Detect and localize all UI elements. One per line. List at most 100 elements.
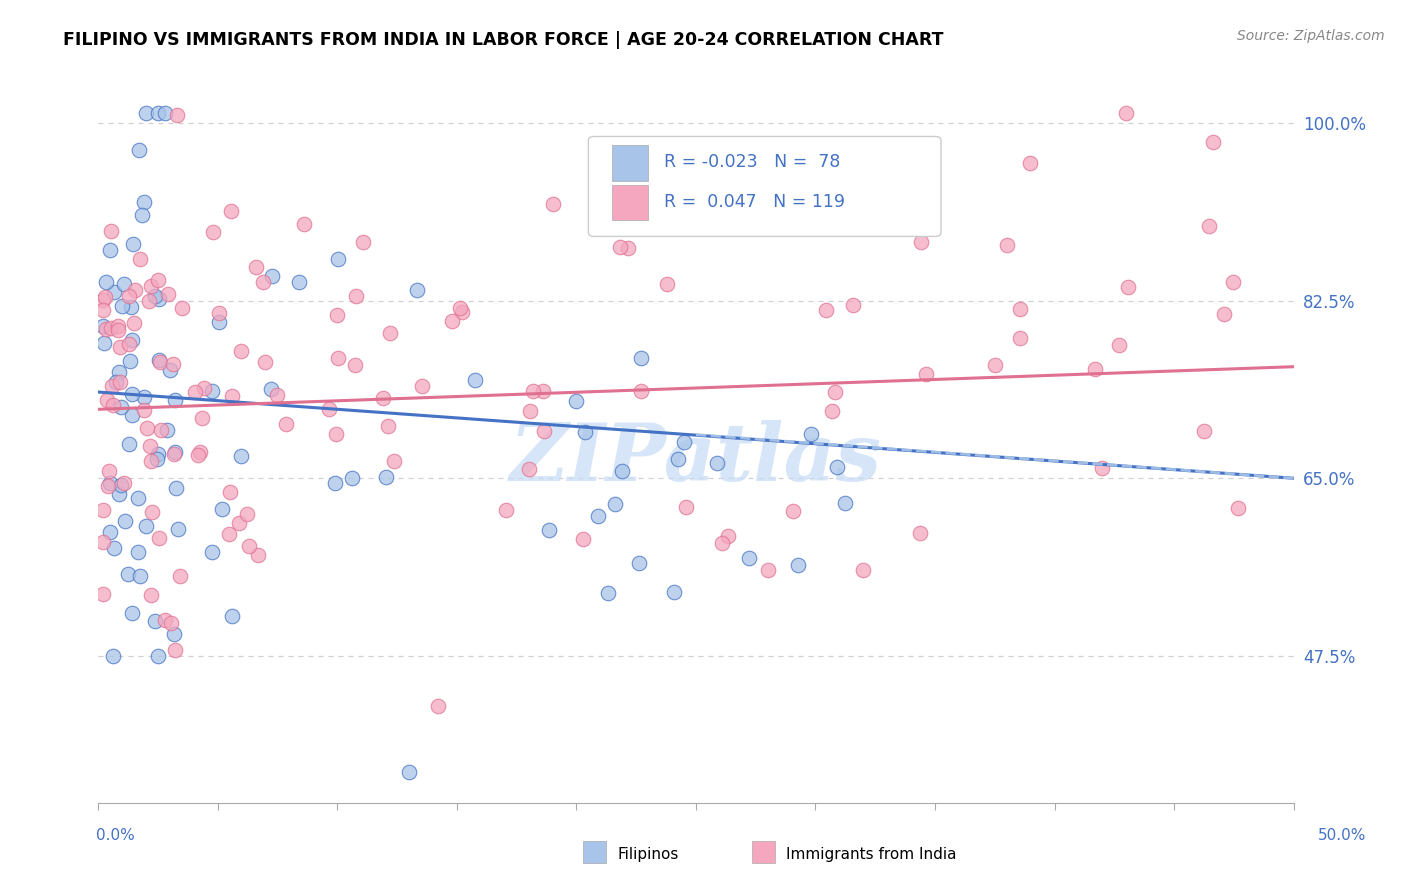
Point [531, 384, 554, 398]
Point [91, 303, 114, 318]
Point [91, 293, 114, 307]
Point [586, 508, 609, 523]
Point [610, 464, 633, 478]
Point [1018, 156, 1040, 170]
Point [128, 143, 150, 157]
Point [149, 355, 172, 369]
Point [129, 252, 152, 266]
Point [124, 283, 146, 297]
Point [146, 452, 169, 467]
Point [440, 313, 463, 327]
Point [167, 522, 190, 536]
Point [800, 426, 823, 441]
Point [153, 613, 176, 627]
Point [97, 464, 120, 478]
Point [148, 531, 170, 545]
Point [202, 225, 225, 239]
Point [274, 417, 297, 431]
Point [231, 449, 253, 463]
Point [266, 388, 288, 402]
Point [398, 765, 420, 780]
Point [260, 382, 283, 396]
Point [221, 608, 243, 623]
Point [124, 316, 146, 330]
Point [628, 556, 651, 570]
Point [143, 289, 166, 303]
Point [1192, 425, 1215, 439]
Point [253, 354, 276, 368]
Point [675, 500, 697, 514]
Point [135, 106, 157, 120]
Point [135, 518, 157, 533]
Point [382, 454, 405, 468]
Point [96, 393, 118, 408]
Point [1222, 276, 1244, 290]
Point [344, 358, 367, 372]
Point [405, 284, 427, 298]
Point [141, 454, 163, 468]
Point [93, 336, 115, 351]
Point [450, 305, 472, 319]
Point [169, 568, 191, 582]
Point [1008, 301, 1031, 316]
Point [221, 204, 243, 219]
Point [117, 289, 139, 303]
Point [668, 452, 690, 467]
Point [574, 425, 596, 439]
Point [184, 385, 207, 400]
Point [139, 439, 162, 453]
Point [630, 384, 652, 398]
Text: R =  0.047   N = 119: R = 0.047 N = 119 [664, 193, 845, 211]
Text: 0.0%: 0.0% [96, 828, 135, 843]
Point [139, 588, 162, 602]
Point [104, 375, 127, 389]
Text: 50.0%: 50.0% [1319, 828, 1367, 843]
Point [112, 476, 135, 491]
Point [132, 390, 155, 404]
Point [127, 491, 149, 505]
Point [522, 384, 544, 399]
Text: ZIPatlas: ZIPatlas [510, 420, 882, 497]
Point [711, 536, 734, 550]
Point [148, 106, 170, 120]
Point [537, 523, 560, 537]
Point [411, 379, 433, 393]
Point [107, 323, 129, 337]
Point [814, 302, 837, 317]
Point [94, 289, 117, 303]
Point [162, 357, 184, 371]
Point [100, 476, 122, 491]
Point [107, 319, 129, 334]
Point [915, 367, 938, 381]
Point [100, 320, 122, 334]
Point [148, 648, 170, 663]
Point [352, 235, 374, 249]
Point [157, 286, 180, 301]
Point [834, 495, 856, 509]
Point [108, 339, 131, 353]
Point [706, 457, 728, 471]
Point [191, 410, 214, 425]
Point [218, 484, 240, 499]
Point [617, 241, 640, 255]
Point [340, 471, 363, 485]
Point [120, 354, 142, 368]
Point [572, 532, 595, 546]
Point [236, 507, 259, 521]
Point [129, 569, 152, 583]
Point [377, 418, 399, 433]
Point [252, 275, 274, 289]
Point [166, 108, 188, 122]
Point [120, 300, 142, 314]
Point [160, 615, 183, 630]
Point [165, 393, 187, 408]
Point [146, 447, 169, 461]
Point [245, 260, 267, 274]
Point [326, 308, 349, 322]
Point [97, 479, 120, 493]
Point [136, 421, 159, 435]
Point [121, 387, 143, 401]
Point [170, 301, 193, 315]
Point [188, 445, 211, 459]
Point [121, 333, 143, 347]
